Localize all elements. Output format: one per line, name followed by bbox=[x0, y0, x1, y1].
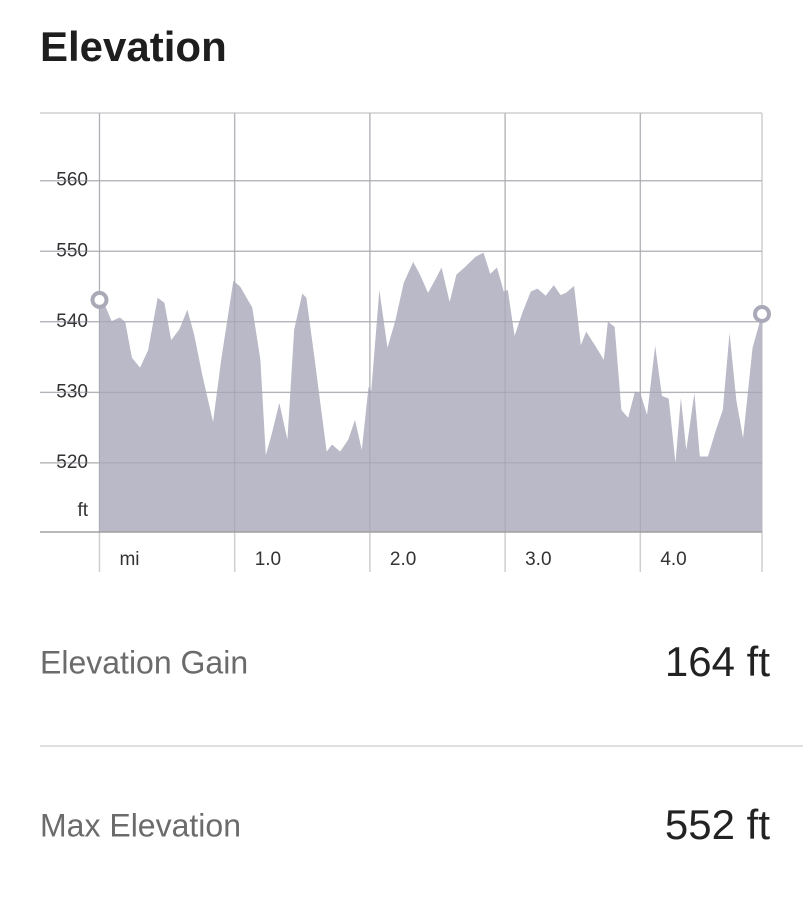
x-tick-label: 4.0 bbox=[660, 549, 686, 570]
y-axis-unit: ft bbox=[77, 500, 88, 521]
title: Elevation bbox=[40, 23, 227, 70]
x-tick-label: mi bbox=[119, 549, 139, 570]
x-tick-label: 1.0 bbox=[255, 549, 281, 570]
stat-value: 552 ft bbox=[665, 801, 770, 848]
x-tick-label: 2.0 bbox=[390, 549, 416, 570]
stat-value: 164 ft bbox=[665, 638, 770, 685]
x-tick-label: 3.0 bbox=[525, 549, 551, 570]
stat-label: Elevation Gain bbox=[40, 644, 248, 680]
endpoint-marker bbox=[90, 290, 109, 309]
endpoint-marker bbox=[753, 305, 771, 324]
stat-label: Max Elevation bbox=[40, 807, 241, 843]
